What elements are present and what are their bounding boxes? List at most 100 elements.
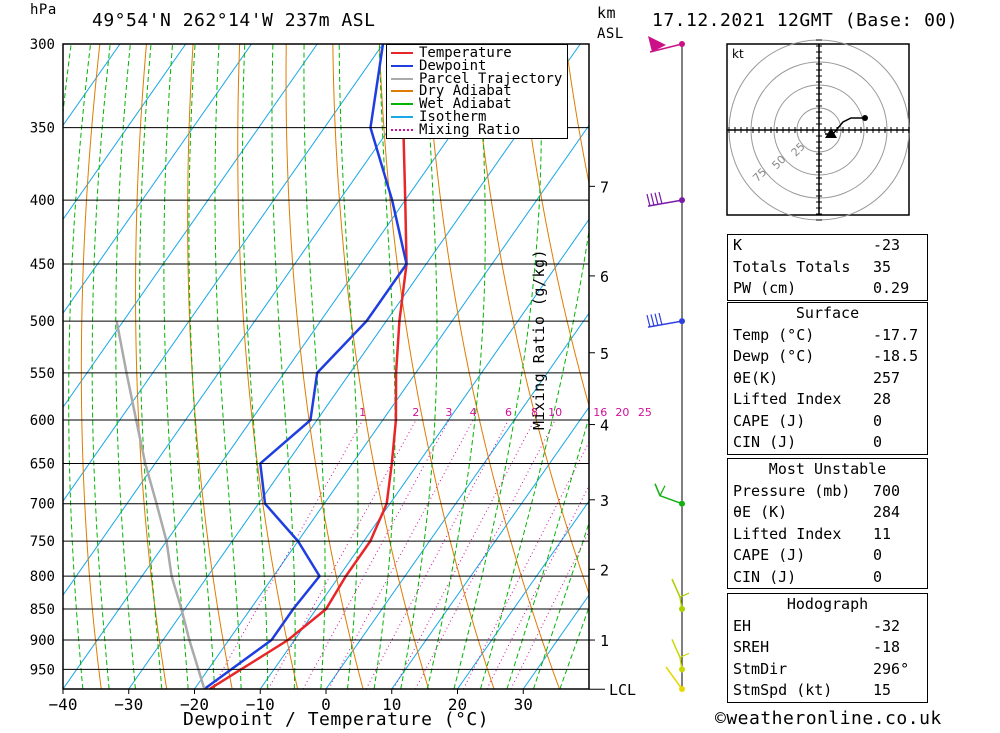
eh-value: -32 <box>873 616 901 635</box>
asl-unit-label: ASL <box>597 26 624 42</box>
legend-item: Dewpoint <box>391 59 486 73</box>
wet-adiabat-line <box>373 44 396 689</box>
credit-link[interactable]: ©weatheronline.co.uk <box>715 708 942 729</box>
mixing-ratio-line <box>302 419 450 689</box>
surface-theta-label: θE(K) <box>733 368 779 387</box>
legend-label: Mixing Ratio <box>419 121 521 138</box>
dry-adiabat-line <box>135 44 168 689</box>
mixing-ratio-line <box>328 419 474 689</box>
wind-barb-shaft <box>671 639 683 670</box>
x-tick-label: 10 <box>382 695 401 714</box>
mu-cape-value: 0 <box>873 546 883 564</box>
hodograph-table: Hodograph EH -32 SREH -18 StmDir 296° StmSp… <box>727 593 928 703</box>
dry-adiabat-line <box>425 44 560 689</box>
pressure-tick-label: 650 <box>30 456 55 472</box>
wind-barb-feather <box>658 312 663 326</box>
x-axis-label: Dewpoint / Temperature (°C) <box>183 709 490 730</box>
pressure-tick-label: 400 <box>30 193 55 209</box>
surface-title: Surface <box>795 304 860 322</box>
wind-barb-feather <box>679 652 690 658</box>
surface-temp-value: -17.7 <box>873 325 919 344</box>
wet-adiabat-line <box>426 44 486 689</box>
km-tick-label: 1 <box>600 632 609 650</box>
wet-adiabat-line <box>139 44 163 689</box>
wet-adiabat-line <box>68 44 92 689</box>
legend-item: Dry Adiabat <box>391 83 512 100</box>
mu-pressure-label: Pressure (mb) <box>733 481 851 500</box>
pw-label: PW (cm) <box>733 279 797 297</box>
isotherm-line <box>63 44 187 221</box>
stmdir-value: 296° <box>873 659 910 678</box>
pressure-tick-label: 900 <box>30 633 55 649</box>
legend-item: Isotherm <box>391 110 486 124</box>
wind-barb-pennant <box>648 36 666 52</box>
legend-label: Dry Adiabat <box>419 83 512 100</box>
hodo-title: Hodograph <box>786 595 869 613</box>
km-tick-label: 7 <box>600 178 609 196</box>
pw-value: 0.29 <box>873 279 910 297</box>
isotherm-line <box>63 44 121 127</box>
mixing-ratio-label: 20 <box>615 406 629 419</box>
wind-barb-feather <box>659 485 666 496</box>
surface-li-label: Lifted Index <box>733 390 842 408</box>
legend-swatch <box>391 128 413 131</box>
wet-adiabat-line <box>271 44 296 689</box>
km-unit-label: km <box>597 4 617 22</box>
wet-adiabat-line <box>400 44 438 689</box>
tt-label: Totals Totals <box>733 257 851 276</box>
km-tick-label: 4 <box>600 417 609 435</box>
dry-adiabat-line <box>285 44 364 689</box>
wet-adiabat-line <box>188 44 216 689</box>
isotherm-line <box>259 218 589 689</box>
x-tick-label: −40 <box>49 695 78 714</box>
wind-barb-feather <box>646 193 651 207</box>
surface-dewp-value: -18.5 <box>873 347 919 365</box>
surface-dewp-label: Dewp (°C) <box>733 347 815 365</box>
mixing-ratio-label: 16 <box>593 406 607 419</box>
x-tick-label: −30 <box>114 695 143 714</box>
wet-adiabat-line <box>242 44 269 689</box>
mixing-ratio-label: 4 <box>470 406 477 419</box>
legend-swatch <box>391 116 413 118</box>
hodograph-unit-label: kt <box>732 47 744 61</box>
legend-label: Wet Adiabat <box>419 96 512 113</box>
dry-adiabat-line <box>332 44 430 689</box>
isotherm-line <box>63 44 384 503</box>
location-title: 49°54'N 262°14'W 237m ASL <box>92 10 376 31</box>
legend-item: Temperature <box>391 46 512 60</box>
mixing-ratio-axis-label: Mixing Ratio (g/kg) <box>530 248 548 430</box>
pressure-tick-label: 450 <box>30 257 55 273</box>
sreh-label: SREH <box>733 638 770 656</box>
legend: Temperature Dewpoint Parcel Trajectory Dry … <box>386 44 568 139</box>
legend-swatch <box>391 77 413 80</box>
mixing-ratio-label: 10 <box>548 406 562 419</box>
most-unstable-table: Most Unstable Pressure (mb) 700 θE (K) 284… <box>727 458 928 589</box>
mu-theta-value: 284 <box>873 503 901 521</box>
pressure-tick-label: 500 <box>30 314 55 330</box>
k-value: -23 <box>873 236 901 254</box>
dry-adiabat-line <box>187 44 233 689</box>
dry-adiabat-line <box>518 44 589 408</box>
wind-barb-shaft <box>654 483 683 505</box>
legend-swatch <box>391 90 413 93</box>
mixing-ratio-label: 8 <box>531 406 538 419</box>
mixing-ratio-label: 3 <box>445 406 452 419</box>
hpa-unit-label: hPa <box>30 2 57 18</box>
pressure-tick-label: 350 <box>30 121 55 137</box>
wind-barb-feather <box>646 314 651 328</box>
isotherm-line <box>63 44 318 409</box>
mu-theta-label: θE (K) <box>733 503 788 521</box>
surface-cin-value: 0 <box>873 433 883 451</box>
wet-adiabat-line <box>453 44 542 689</box>
wind-barb-shaft <box>671 578 683 610</box>
stmdir-label: StmDir <box>733 659 788 678</box>
wind-barb-feather <box>658 191 663 205</box>
dry-adiabat-line <box>80 44 102 689</box>
pressure-tick-label: 700 <box>30 497 55 513</box>
dry-adiabat-line <box>472 44 589 596</box>
legend-item: Wet Adiabat <box>391 96 512 113</box>
isotherm-line <box>63 44 252 315</box>
legend-swatch <box>391 52 413 54</box>
lcl-label: LCL <box>609 681 636 699</box>
mixing-ratio-label: 25 <box>638 406 652 419</box>
